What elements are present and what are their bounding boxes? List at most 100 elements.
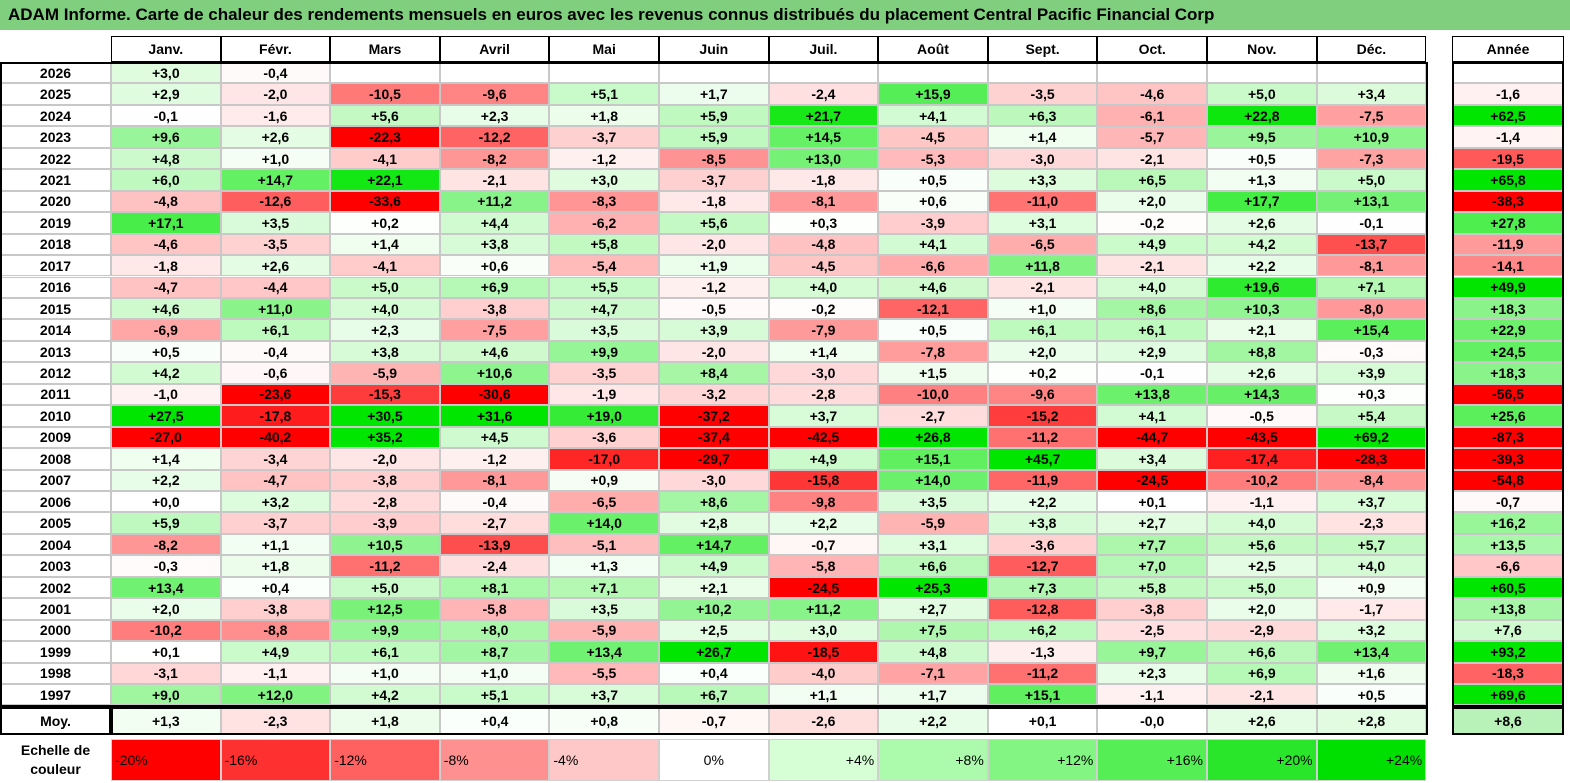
heatmap-cell: +10,6 — [439, 362, 550, 384]
heatmap-cell: -37,4 — [659, 426, 769, 449]
heatmap-cell: +6,9 — [439, 276, 550, 298]
heatmap-cell: +1,7 — [659, 83, 769, 105]
heatmap-cell: +0,1 — [1097, 491, 1207, 513]
year-total-cell: +65,8 — [1452, 169, 1564, 191]
heatmap-cell: +14,5 — [768, 126, 879, 148]
heatmap-cell: +5,4 — [1316, 405, 1427, 427]
heatmap-cell: +3,3 — [987, 169, 1098, 191]
heatmap-cell: +4,9 — [659, 555, 769, 577]
heatmap-cell: +2,6 — [1207, 362, 1317, 384]
heatmap-cell: +1,3 — [1207, 169, 1317, 191]
heatmap-cell: +4,8 — [111, 147, 221, 170]
year-label: 2001 — [0, 598, 111, 620]
heatmap-cell: +3,4 — [1316, 83, 1427, 105]
year-label: 2010 — [0, 405, 111, 427]
heatmap-cell: +8,0 — [439, 619, 550, 642]
heatmap-cell: -1,1 — [1207, 491, 1317, 513]
heatmap-cell: +2,2 — [987, 491, 1098, 513]
heatmap-cell: +6,7 — [659, 684, 769, 706]
heatmap-cell: +2,6 — [1207, 212, 1317, 234]
month-header: Nov. — [1207, 36, 1317, 62]
heatmap-cell: +1,7 — [878, 684, 988, 706]
heatmap-cell: +17,7 — [1207, 190, 1317, 213]
heatmap-cell: -3,7 — [220, 512, 331, 534]
heatmap-cell: +1,0 — [220, 147, 331, 170]
heatmap-cell: +2,1 — [659, 576, 769, 599]
heatmap-cell: -4,7 — [220, 469, 331, 491]
average-cell: +0,8 — [549, 706, 659, 735]
heatmap-cell: +11,2 — [439, 190, 550, 213]
heatmap-cell: +4,0 — [768, 276, 879, 298]
heatmap-cell: +0,3 — [768, 212, 879, 234]
heatmap-cell: +8,4 — [659, 362, 769, 384]
heatmap-cell: +8,6 — [1097, 297, 1207, 320]
heatmap-cell: -0,1 — [111, 104, 221, 127]
heatmap-cell: +4,6 — [111, 297, 221, 320]
heatmap-cell: +13,0 — [768, 147, 879, 170]
year-label: 2003 — [0, 555, 111, 577]
heatmap-cell: +11,0 — [220, 297, 331, 320]
heatmap-cell: +19,0 — [549, 405, 659, 427]
heatmap-cell: +10,5 — [330, 533, 440, 556]
heatmap-cell: +4,1 — [878, 233, 988, 256]
heatmap-cell: +0,2 — [987, 362, 1098, 384]
heatmap-cell: +6,1 — [1097, 319, 1207, 341]
heatmap-cell: +12,5 — [330, 598, 440, 620]
heatmap-cell: +3,1 — [878, 533, 988, 556]
heatmap-cell: -1,1 — [220, 662, 331, 685]
average-cell: -0,7 — [659, 706, 769, 735]
heatmap-cell: +0,0 — [111, 491, 221, 513]
heatmap-cell: +2,1 — [1207, 319, 1317, 341]
heatmap-cell: +2,2 — [1207, 255, 1317, 277]
heatmap-cell — [439, 62, 550, 84]
heatmap-cell: +4,0 — [1097, 276, 1207, 298]
heatmap-cell: -1,6 — [220, 104, 331, 127]
heatmap-cell: +9,9 — [330, 619, 440, 642]
heatmap-cell: +4,2 — [330, 684, 440, 706]
heatmap-cell: +4,0 — [1316, 555, 1427, 577]
heatmap-cell: +27,5 — [111, 405, 221, 427]
year-total-cell: +13,5 — [1452, 533, 1564, 556]
heatmap-cell: +0,5 — [111, 340, 221, 363]
heatmap-cell: +3,8 — [439, 233, 550, 256]
heatmap-cell: +14,7 — [220, 169, 331, 191]
heatmap-cell: -0,1 — [1097, 362, 1207, 384]
heatmap-cell: +0,9 — [1316, 576, 1427, 599]
heatmap-cell: -0,2 — [768, 297, 879, 320]
heatmap-cell: +4,9 — [1097, 233, 1207, 256]
heatmap-cell: +0,5 — [1316, 684, 1427, 706]
heatmap-cell: -3,9 — [330, 512, 440, 534]
heatmap-cell: -0,4 — [220, 62, 331, 84]
month-header: Août — [878, 36, 988, 62]
heatmap-cell: +1,5 — [878, 362, 988, 384]
year-total-cell: +62,5 — [1452, 104, 1564, 127]
year-label: 2016 — [0, 276, 111, 298]
heatmap-cell: -33,6 — [330, 190, 440, 213]
heatmap-cell: +14,0 — [549, 512, 659, 534]
heatmap-cell: +15,4 — [1316, 319, 1427, 341]
year-label: 2014 — [0, 319, 111, 341]
heatmap-cell: -3,6 — [549, 426, 659, 449]
year-total-cell: +18,3 — [1452, 297, 1564, 320]
heatmap-cell: +6,2 — [987, 619, 1098, 642]
year-label: 2024 — [0, 104, 111, 127]
heatmap-cell: +3,2 — [1316, 619, 1427, 642]
heatmap-cell: -0,7 — [768, 533, 879, 556]
heatmap-cell: -11,2 — [987, 662, 1098, 685]
heatmap-cell: -4,6 — [1097, 83, 1207, 105]
average-cell: +2,8 — [1316, 706, 1427, 735]
heatmap-cell: +5,0 — [1316, 169, 1427, 191]
heatmap-cell: -4,5 — [768, 255, 879, 277]
heatmap-cell: -12,2 — [439, 126, 550, 148]
heatmap-cell: -10,2 — [1207, 469, 1317, 491]
heatmap-cell: -4,6 — [111, 233, 221, 256]
heatmap-cell: -9,8 — [768, 491, 879, 513]
heatmap-cell: -8,2 — [439, 147, 550, 170]
heatmap-cell: +1,0 — [439, 662, 550, 685]
heatmap-cell: +2,2 — [768, 512, 879, 534]
heatmap-cell: -6,5 — [987, 233, 1098, 256]
color-scale-swatch: +16% — [1097, 739, 1207, 781]
heatmap-cell: -4,5 — [878, 126, 988, 148]
average-cell: -0,0 — [1097, 706, 1207, 735]
heatmap-cell — [1097, 62, 1207, 84]
